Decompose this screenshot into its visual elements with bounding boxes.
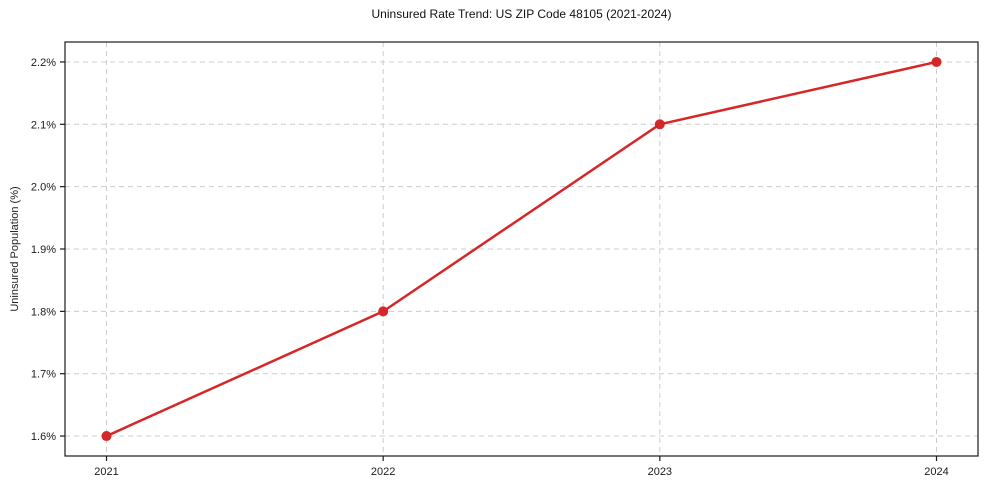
x-tick-label: 2021 — [94, 466, 118, 478]
y-tick-label: 2.0% — [31, 182, 56, 194]
x-tick-label: 2022 — [371, 466, 395, 478]
data-point — [931, 56, 942, 67]
x-tick-label: 2023 — [648, 466, 672, 478]
data-point — [378, 306, 389, 317]
y-tick-label: 1.9% — [31, 244, 56, 256]
y-tick-label: 1.6% — [31, 431, 56, 443]
y-tick-label: 2.2% — [31, 57, 56, 69]
x-tick-label: 2024 — [924, 466, 948, 478]
data-line — [105, 60, 938, 438]
chart-title: Uninsured Rate Trend: US ZIP Code 48105 … — [371, 7, 672, 21]
data-point — [654, 119, 665, 130]
y-tick-label: 1.8% — [31, 306, 56, 318]
data-point — [101, 431, 112, 442]
y-tick-label: 2.1% — [31, 119, 56, 131]
y-tick-label: 1.7% — [31, 369, 56, 381]
